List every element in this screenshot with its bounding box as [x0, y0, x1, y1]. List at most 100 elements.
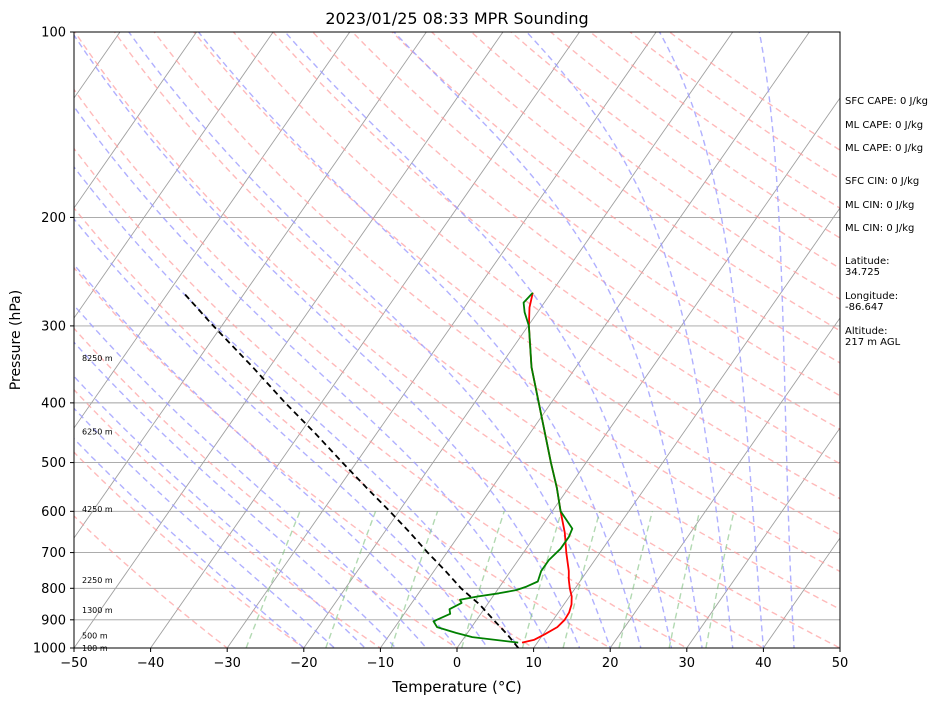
dry-adiabat-line [351, 32, 840, 397]
altitude-value: 217 m AGL [845, 337, 901, 348]
dry-adiabat-line [74, 515, 229, 648]
altitude-label: 8250 m [82, 354, 113, 363]
moist-adiabat-line [197, 32, 642, 648]
moist-adiabat-line [74, 105, 550, 648]
stats-panel: SFC CAPE: 0 J/kg ML CAPE: 0 J/kg ML CAPE… [845, 96, 928, 348]
isotherm-line [74, 32, 198, 209]
plot-frame [73, 31, 841, 649]
x-axis-label: Temperature (°C) [391, 678, 521, 696]
mixing-ratio-line [521, 511, 563, 648]
moist-adiabat-line [284, 32, 673, 648]
altitude-label: Altitude: [845, 326, 887, 337]
moist-adiabat-line [74, 263, 458, 648]
dry-adiabat-line [232, 32, 840, 500]
dry-adiabat-line [74, 266, 535, 648]
dry-adiabat-line [74, 88, 765, 648]
moist-adiabat-line [74, 217, 489, 648]
moist-adiabat-line [74, 165, 520, 648]
y-tick-label: 200 [41, 211, 66, 226]
y-axis-ticks: 100 200 300 400 500 600 700 800 900 1000 [33, 26, 74, 657]
dry-adiabat-line [192, 32, 840, 536]
dry-adiabat-line [74, 327, 459, 648]
y-tick-label: 700 [41, 546, 66, 561]
parcel-profile-line [182, 292, 519, 648]
x-tick-label: −40 [137, 656, 164, 671]
moist-adiabat-line [74, 304, 428, 648]
longitude-label: Longitude: [845, 291, 898, 302]
y-axis-label: Pressure (hPa) [8, 290, 24, 390]
dry-adiabat-line [430, 32, 840, 332]
background-lines [74, 32, 840, 648]
latitude-value: 34.725 [845, 267, 880, 278]
dewpoint-profile-line [432, 292, 574, 644]
moist-adiabat-line [128, 32, 611, 648]
dry-adiabat-line [74, 147, 689, 648]
isotherm-line [74, 32, 427, 539]
isotherm-line [533, 207, 840, 648]
moist-adiabat-line [74, 33, 581, 648]
isotherm-line [150, 32, 581, 648]
moist-adiabat-line [74, 407, 336, 648]
altitude-label: 500 m [82, 632, 108, 641]
isotherm-line [379, 32, 810, 648]
altitude-label: 1300 m [82, 606, 113, 615]
isotherm-line [686, 427, 840, 648]
dry-adiabat-line [74, 451, 305, 648]
moist-adiabat-line [758, 32, 795, 648]
altitude-label: 6250 m [82, 427, 113, 436]
dry-adiabat-line [74, 32, 840, 648]
isotherm-line [609, 317, 840, 648]
mixing-ratio-line [562, 511, 601, 648]
isotherm-line [456, 97, 840, 648]
x-tick-label: −20 [290, 656, 317, 671]
latitude-label: Latitude: [845, 256, 890, 267]
isotherm-line [74, 32, 504, 648]
isotherm-line [762, 537, 840, 648]
x-tick-label: 50 [832, 656, 849, 671]
moist-adiabat-line [526, 32, 734, 648]
moist-adiabat-line [74, 375, 367, 648]
y-tick-label: 800 [41, 582, 66, 597]
dry-adiabat-line [470, 32, 840, 300]
x-tick-label: 30 [679, 656, 696, 671]
isotherm-line [74, 32, 274, 319]
sounding-series [182, 292, 574, 648]
x-tick-label: −50 [60, 656, 87, 671]
y-tick-label: 1000 [33, 642, 66, 657]
dry-adiabat-line [153, 32, 840, 573]
x-tick-label: −10 [367, 656, 394, 671]
mixing-ratio-line [618, 511, 654, 648]
moist-adiabat-line [658, 32, 765, 648]
dry-adiabat-line [74, 206, 612, 648]
y-tick-label: 500 [41, 456, 66, 471]
altitude-label: 4250 m [82, 505, 113, 514]
chart-title: 2023/01/25 08:33 MPR Sounding [325, 9, 588, 28]
mixing-ratio-line [705, 511, 735, 648]
y-tick-label: 600 [41, 505, 66, 520]
x-axis-ticks: −50 −40 −30 −20 −10 0 10 20 30 40 50 [60, 648, 848, 671]
x-tick-label: 0 [453, 656, 461, 671]
ml-cin-text-1: ML CIN: 0 J/kg [845, 200, 914, 211]
dry-adiabat-line [311, 32, 840, 431]
y-tick-label: 400 [41, 396, 66, 411]
longitude-value: -86.647 [845, 302, 884, 313]
mixing-ratio-line [245, 511, 301, 648]
mixing-ratio-line [668, 511, 701, 648]
y-tick-label: 900 [41, 613, 66, 628]
isotherm-line [226, 32, 657, 648]
x-tick-label: 40 [755, 656, 772, 671]
y-tick-label: 300 [41, 319, 66, 334]
mixing-ratio-line [390, 511, 439, 648]
moist-adiabat-line [74, 437, 305, 648]
sfc-cin-text: SFC CIN: 0 J/kg [845, 176, 919, 187]
y-tick-label: 100 [41, 26, 66, 41]
mixing-ratio-line [325, 511, 377, 648]
ml-cin-text-2: ML CIN: 0 J/kg [845, 223, 914, 234]
ml-cape-text-1: ML CAPE: 0 J/kg [845, 120, 923, 131]
moist-adiabat-line [74, 341, 397, 648]
moist-adiabat-line [393, 32, 703, 648]
dry-adiabat-line [272, 32, 840, 465]
x-tick-label: 10 [525, 656, 542, 671]
